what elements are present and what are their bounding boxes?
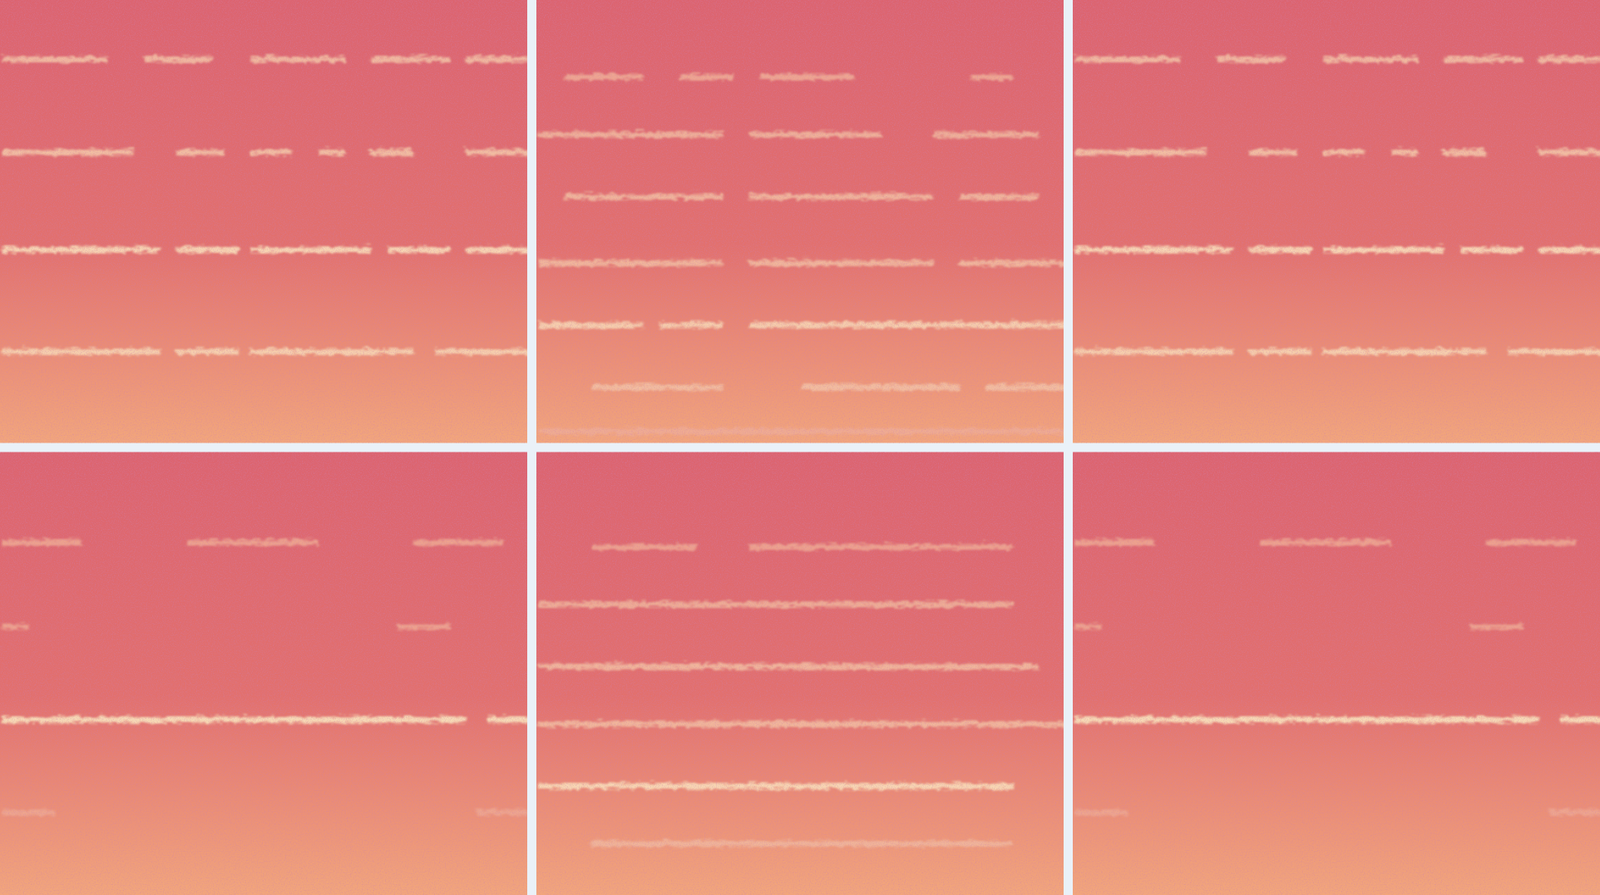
- plot-background: [0, 0, 528, 444]
- spectrogram-panel: [1072, 452, 1600, 895]
- noise-texture: [536, 0, 1064, 444]
- plot-background: [536, 452, 1064, 895]
- noise-texture: [0, 452, 528, 895]
- plot-background: [1072, 0, 1600, 444]
- noise-texture: [1072, 452, 1600, 895]
- spectrogram-panel: [0, 452, 528, 895]
- plot-background: [536, 0, 1064, 444]
- noise-texture: [0, 0, 528, 444]
- spectrogram-panel: [0, 0, 528, 444]
- plot-background: [0, 452, 528, 895]
- spectrogram-grid: [0, 0, 1600, 895]
- spectrogram-panel: [536, 452, 1064, 895]
- noise-texture: [536, 452, 1064, 895]
- noise-texture: [1072, 0, 1600, 444]
- spectrogram-panel: [1072, 0, 1600, 444]
- spectrogram-panel: [536, 0, 1064, 444]
- plot-background: [1072, 452, 1600, 895]
